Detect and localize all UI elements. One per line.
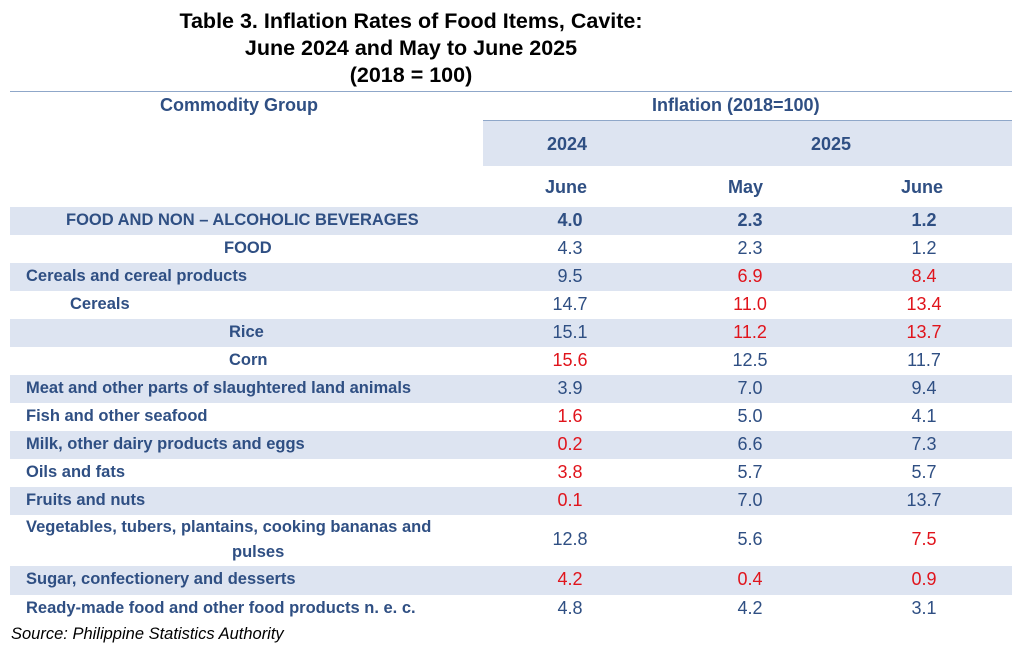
value-may-2025: 7.0 bbox=[737, 490, 763, 510]
header-year-2024: 2024 bbox=[547, 134, 588, 154]
row-label: Ready-made food and other food products … bbox=[26, 599, 416, 617]
title-line-1: Table 3. Inflation Rates of Food Items, … bbox=[179, 9, 643, 33]
value-june-2024: 4.0 bbox=[557, 210, 583, 230]
value-may-2025: 7.0 bbox=[737, 378, 763, 398]
value-may-2025: 12.5 bbox=[732, 350, 768, 370]
value-june-2025: 13.4 bbox=[906, 294, 942, 314]
source-note: Source: Philippine Statistics Authority bbox=[11, 625, 284, 643]
row-label: Fruits and nuts bbox=[26, 491, 146, 509]
value-june-2024: 4.3 bbox=[557, 238, 583, 258]
value-june-2024: 3.9 bbox=[557, 378, 583, 398]
row-label: Cereals and cereal products bbox=[26, 267, 248, 285]
row-label: Sugar, confectionery and desserts bbox=[26, 570, 296, 588]
header-month-june-2025: June bbox=[901, 177, 944, 197]
table-row: Oils and fats 3.8 5.7 5.7 bbox=[10, 459, 1012, 487]
value-may-2025: 2.3 bbox=[737, 238, 763, 258]
table-row: FOOD 4.3 2.3 1.2 bbox=[10, 235, 1012, 263]
row-label: FOOD bbox=[224, 239, 272, 257]
value-june-2025: 11.7 bbox=[907, 350, 941, 370]
value-may-2025: 6.9 bbox=[737, 266, 763, 286]
value-june-2024: 3.8 bbox=[557, 462, 583, 482]
value-june-2024: 12.8 bbox=[552, 529, 588, 549]
value-june-2024: 1.6 bbox=[557, 406, 583, 426]
table-top-rule bbox=[10, 91, 1012, 92]
value-may-2025: 5.0 bbox=[737, 406, 763, 426]
table-row: Cereals 14.7 11.0 13.4 bbox=[10, 291, 1012, 319]
value-june-2024: 9.5 bbox=[557, 266, 583, 286]
row-label: Vegetables, tubers, plantains, cooking b… bbox=[26, 518, 432, 536]
header-year-2025: 2025 bbox=[811, 134, 852, 154]
table-row: Corn 15.6 12.5 11.7 bbox=[10, 347, 1012, 375]
header-year-band bbox=[483, 121, 1012, 166]
table-row: Rice 15.1 11.2 13.7 bbox=[10, 319, 1012, 347]
table-row: Fruits and nuts 0.1 7.0 13.7 bbox=[10, 487, 1012, 515]
row-label: Corn bbox=[229, 351, 268, 369]
value-may-2025: 6.6 bbox=[737, 434, 763, 454]
value-june-2025: 1.2 bbox=[911, 210, 937, 230]
header-inflation: Inflation (2018=100) bbox=[652, 95, 820, 115]
value-june-2025: 3.1 bbox=[911, 598, 937, 618]
value-june-2024: 0.2 bbox=[557, 434, 583, 454]
row-label: FOOD AND NON – ALCOHOLIC BEVERAGES bbox=[66, 211, 419, 229]
table-row: FOOD AND NON – ALCOHOLIC BEVERAGES 4.0 2… bbox=[10, 207, 1012, 235]
title-line-3: (2018 = 100) bbox=[349, 63, 473, 87]
table-row: Fish and other seafood 1.6 5.0 4.1 bbox=[10, 403, 1012, 431]
value-june-2025: 7.5 bbox=[911, 529, 937, 549]
value-may-2025: 11.0 bbox=[733, 294, 767, 314]
header-divider bbox=[483, 120, 1012, 121]
value-june-2025: 9.4 bbox=[911, 378, 937, 398]
value-june-2024: 14.7 bbox=[552, 294, 588, 314]
value-june-2025: 8.4 bbox=[911, 266, 937, 286]
row-label-continuation: pulses bbox=[232, 543, 285, 561]
title-line-2: June 2024 and May to June 2025 bbox=[244, 36, 578, 60]
value-may-2025: 4.2 bbox=[737, 598, 763, 618]
row-label: Milk, other dairy products and eggs bbox=[26, 435, 305, 453]
value-june-2024: 15.1 bbox=[552, 322, 588, 342]
value-may-2025: 5.6 bbox=[737, 529, 763, 549]
table-title: Table 3. Inflation Rates of Food Items, … bbox=[0, 8, 822, 89]
value-may-2025: 5.7 bbox=[737, 462, 763, 482]
value-june-2024: 4.8 bbox=[557, 598, 583, 618]
row-label: Cereals bbox=[70, 295, 130, 313]
table-row: Meat and other parts of slaughtered land… bbox=[10, 375, 1012, 403]
row-label: Rice bbox=[229, 323, 264, 341]
table-row: Sugar, confectionery and desserts 4.2 0.… bbox=[10, 566, 1012, 595]
value-june-2025: 0.9 bbox=[911, 569, 937, 589]
value-june-2025: 13.7 bbox=[906, 322, 942, 342]
value-june-2024: 15.6 bbox=[552, 350, 588, 370]
value-june-2024: 4.2 bbox=[557, 569, 583, 589]
row-label: Oils and fats bbox=[26, 463, 126, 481]
header-month-may-2025: May bbox=[728, 177, 764, 197]
table-row: Milk, other dairy products and eggs 0.2 … bbox=[10, 431, 1012, 459]
value-june-2025: 5.7 bbox=[911, 462, 937, 482]
row-label: Meat and other parts of slaughtered land… bbox=[26, 379, 412, 397]
header-month-june-2024: June bbox=[545, 177, 588, 197]
table-row: Cereals and cereal products 9.5 6.9 8.4 bbox=[10, 263, 1012, 291]
value-june-2025: 13.7 bbox=[906, 490, 942, 510]
row-label: Fish and other seafood bbox=[26, 407, 208, 425]
table-row: Vegetables, tubers, plantains, cooking b… bbox=[10, 515, 1012, 566]
value-june-2025: 7.3 bbox=[911, 434, 937, 454]
header-commodity-group: Commodity Group bbox=[160, 95, 318, 115]
value-may-2025: 11.2 bbox=[733, 322, 767, 342]
value-may-2025: 0.4 bbox=[737, 569, 763, 589]
value-june-2024: 0.1 bbox=[557, 490, 583, 510]
value-june-2025: 4.1 bbox=[911, 406, 937, 426]
value-june-2025: 1.2 bbox=[911, 238, 937, 258]
value-may-2025: 2.3 bbox=[737, 210, 763, 230]
table-row: Ready-made food and other food products … bbox=[10, 595, 1012, 623]
